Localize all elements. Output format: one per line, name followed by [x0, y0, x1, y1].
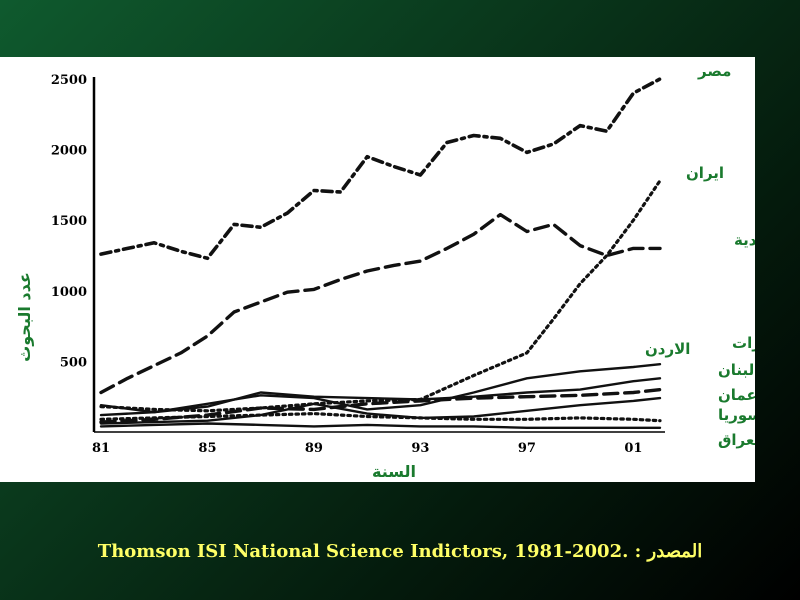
series-labels: مصر ايران السعودية الاردن الامارات لبنان عمان س…	[645, 62, 755, 449]
series-line	[99, 77, 662, 261]
x-tick-label: 85	[198, 441, 216, 456]
y-tick-labels: 500 1000 1500 2000 2500	[51, 73, 87, 370]
y-tick-label: 2000	[51, 144, 87, 159]
series-line	[99, 179, 662, 413]
y-tick-label: 500	[60, 355, 87, 370]
chart-panel: 500 1000 1500 2000 2500 81 85 89 93 97 01 مصر ايرا…	[0, 57, 755, 482]
source-caption: Thomson ISI National Science Indictors, …	[97, 541, 703, 562]
y-tick-label: 1500	[51, 214, 87, 229]
series-line	[99, 377, 662, 417]
x-tick-label: 97	[518, 441, 536, 456]
series-label: لبنان	[718, 361, 754, 379]
x-tick-labels: 81 85 89 93 97 01	[92, 441, 642, 456]
series-label: العراق	[718, 431, 755, 449]
series-label: مصر	[697, 62, 731, 80]
y-tick-label: 1000	[51, 285, 87, 300]
y-tick-label: 2500	[51, 73, 87, 88]
series-line	[99, 363, 662, 414]
series-label: السعودية	[734, 231, 755, 249]
series-label: الامارات	[732, 334, 755, 352]
series-line	[99, 422, 662, 429]
x-tick-label: 01	[624, 441, 642, 456]
series-lines	[99, 77, 662, 429]
research-output-line-chart: 500 1000 1500 2000 2500 81 85 89 93 97 01 مصر ايرا…	[15, 62, 755, 481]
series-label: سوريا	[718, 406, 755, 424]
x-axis-title: السنة	[372, 462, 416, 481]
y-axis-title: عدد البحوث	[15, 272, 34, 362]
series-label: الاردن	[645, 340, 690, 358]
series-line	[99, 212, 662, 395]
x-tick-label: 93	[411, 441, 429, 456]
series-line	[99, 412, 662, 423]
series-label: عمان	[718, 386, 755, 404]
series-label: ايران	[686, 164, 724, 182]
x-tick-label: 81	[92, 441, 110, 456]
x-tick-label: 89	[305, 441, 323, 456]
